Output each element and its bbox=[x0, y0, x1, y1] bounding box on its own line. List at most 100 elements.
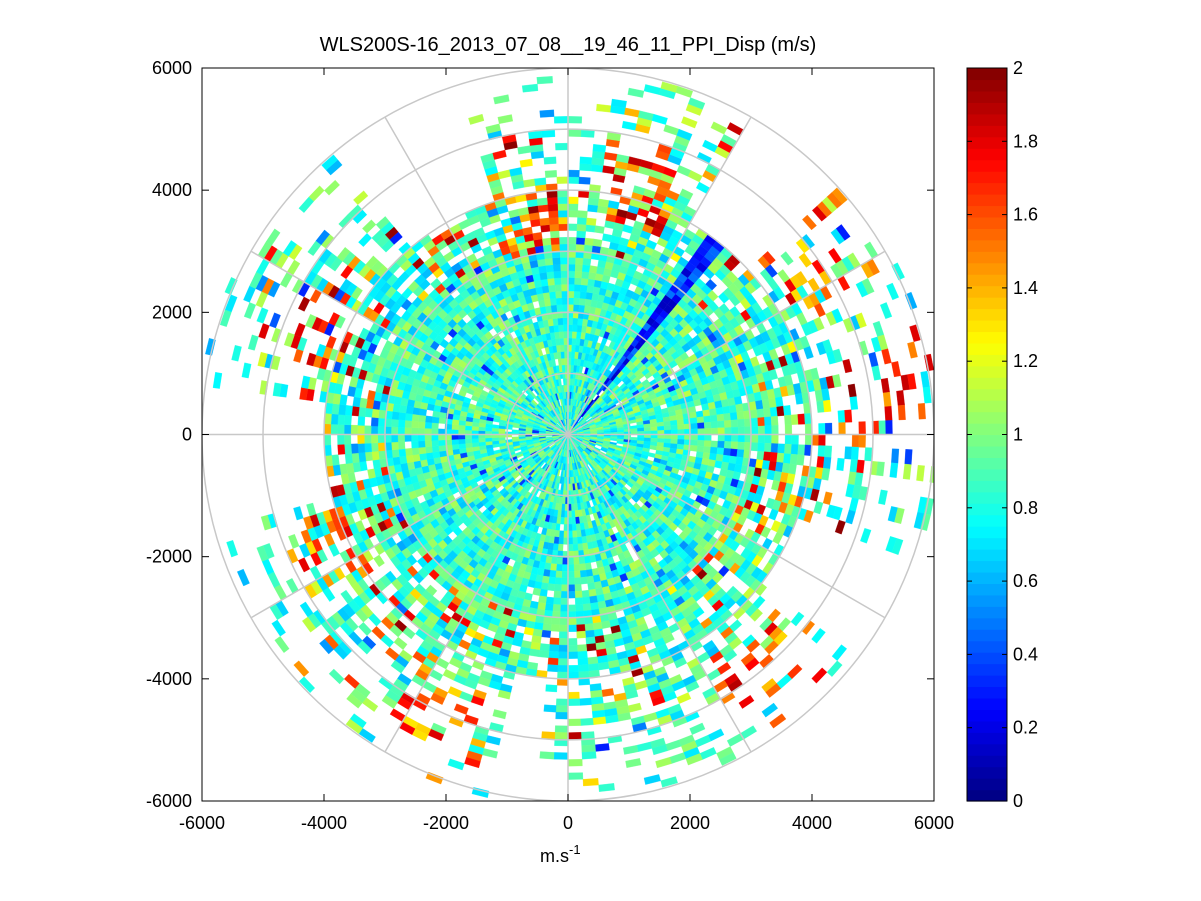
scan-cell bbox=[816, 400, 825, 413]
scan-cell bbox=[578, 176, 591, 185]
scan-cell bbox=[731, 426, 739, 435]
scan-cell bbox=[364, 407, 373, 418]
scan-cell bbox=[567, 297, 575, 305]
scan-cell bbox=[390, 426, 399, 435]
scan-cell bbox=[770, 415, 779, 426]
scan-cell bbox=[554, 277, 562, 285]
scan-cell bbox=[582, 264, 591, 273]
scan-cell bbox=[548, 284, 556, 293]
scan-cell bbox=[701, 403, 710, 411]
scan-cell bbox=[543, 156, 557, 165]
scan-cell bbox=[838, 422, 846, 435]
scan-cell bbox=[437, 434, 446, 441]
scan-cell bbox=[541, 629, 551, 638]
scan-cell bbox=[358, 406, 367, 417]
scan-cell bbox=[715, 407, 724, 416]
scan-cell bbox=[484, 427, 493, 432]
scan-cell bbox=[545, 684, 558, 693]
scan-cell bbox=[338, 404, 347, 416]
scan-cell bbox=[650, 426, 658, 432]
scan-cell bbox=[650, 422, 658, 428]
scan-cell bbox=[553, 270, 562, 279]
scan-cell bbox=[237, 568, 250, 587]
scan-cell bbox=[431, 440, 439, 447]
scan-cell bbox=[478, 437, 486, 443]
scan-cell bbox=[560, 604, 569, 612]
scan-cell bbox=[412, 453, 421, 462]
scan-cell bbox=[372, 459, 381, 469]
scan-cell bbox=[722, 454, 731, 464]
scan-cell bbox=[497, 689, 511, 700]
scan-cell bbox=[724, 434, 732, 442]
scan-cell bbox=[559, 618, 569, 626]
scan-cell bbox=[539, 751, 555, 760]
scan-cell bbox=[561, 577, 569, 585]
scan-cell bbox=[579, 156, 593, 165]
scan-cell bbox=[391, 411, 400, 420]
scan-cell bbox=[492, 709, 507, 720]
scan-cell bbox=[397, 426, 405, 435]
scan-cells bbox=[205, 76, 934, 798]
scan-cell bbox=[567, 169, 580, 178]
scan-cell bbox=[419, 453, 427, 461]
scan-cell bbox=[550, 298, 557, 306]
scan-cell bbox=[418, 414, 427, 423]
scan-cell bbox=[818, 434, 826, 446]
scan-cell bbox=[464, 425, 473, 431]
scan-cell bbox=[825, 422, 833, 435]
scan-cell bbox=[417, 440, 426, 448]
scan-cell bbox=[550, 563, 557, 571]
scan-cell bbox=[417, 421, 426, 429]
scan-cell bbox=[371, 450, 380, 461]
scan-cell bbox=[709, 446, 718, 455]
scan-cell bbox=[540, 224, 551, 233]
scan-cell bbox=[549, 637, 560, 646]
scan-cell bbox=[567, 176, 580, 184]
scan-cell bbox=[697, 422, 705, 429]
scan-cell bbox=[465, 442, 473, 449]
scan-cell bbox=[478, 441, 486, 447]
scan-cell bbox=[891, 448, 900, 464]
scan-cell bbox=[576, 230, 586, 239]
scan-cell bbox=[447, 758, 465, 771]
scan-cell bbox=[763, 407, 772, 418]
scan-cell bbox=[724, 420, 732, 428]
scan-cell bbox=[548, 210, 559, 219]
scan-cell bbox=[876, 461, 885, 477]
scan-cell bbox=[558, 216, 569, 225]
scan-cell bbox=[464, 438, 473, 444]
scan-cell bbox=[703, 446, 711, 454]
scan-cell bbox=[556, 304, 563, 312]
scan-cell bbox=[545, 596, 554, 605]
scan-cell bbox=[542, 623, 552, 632]
scan-cell bbox=[643, 423, 651, 428]
scan-cell bbox=[697, 440, 705, 447]
scan-cell bbox=[702, 409, 711, 417]
scan-cell bbox=[544, 257, 554, 266]
scan-cell bbox=[328, 668, 345, 685]
scan-cell bbox=[551, 617, 561, 626]
scan-cell bbox=[557, 543, 564, 552]
scan-cell bbox=[458, 438, 466, 445]
scan-cell bbox=[690, 445, 698, 452]
scan-cell bbox=[471, 438, 479, 444]
scan-cell bbox=[538, 595, 547, 604]
scan-cell bbox=[567, 304, 574, 312]
scan-cell bbox=[776, 452, 785, 464]
scan-cell bbox=[547, 196, 559, 205]
scan-cell bbox=[551, 243, 561, 252]
scan-cell bbox=[717, 440, 725, 449]
scan-cell bbox=[553, 752, 569, 760]
scan-cell bbox=[537, 258, 546, 267]
scan-cell bbox=[226, 540, 238, 558]
scan-cell bbox=[771, 425, 779, 435]
scan-cell bbox=[405, 454, 414, 464]
scan-cell bbox=[344, 414, 352, 426]
scan-cell bbox=[437, 428, 446, 435]
scan-cell bbox=[587, 204, 599, 213]
scan-cell bbox=[340, 589, 354, 604]
scan-cell bbox=[552, 604, 561, 612]
scan-cell bbox=[824, 445, 833, 458]
scan-cell bbox=[578, 304, 586, 313]
scan-cell bbox=[823, 399, 832, 413]
